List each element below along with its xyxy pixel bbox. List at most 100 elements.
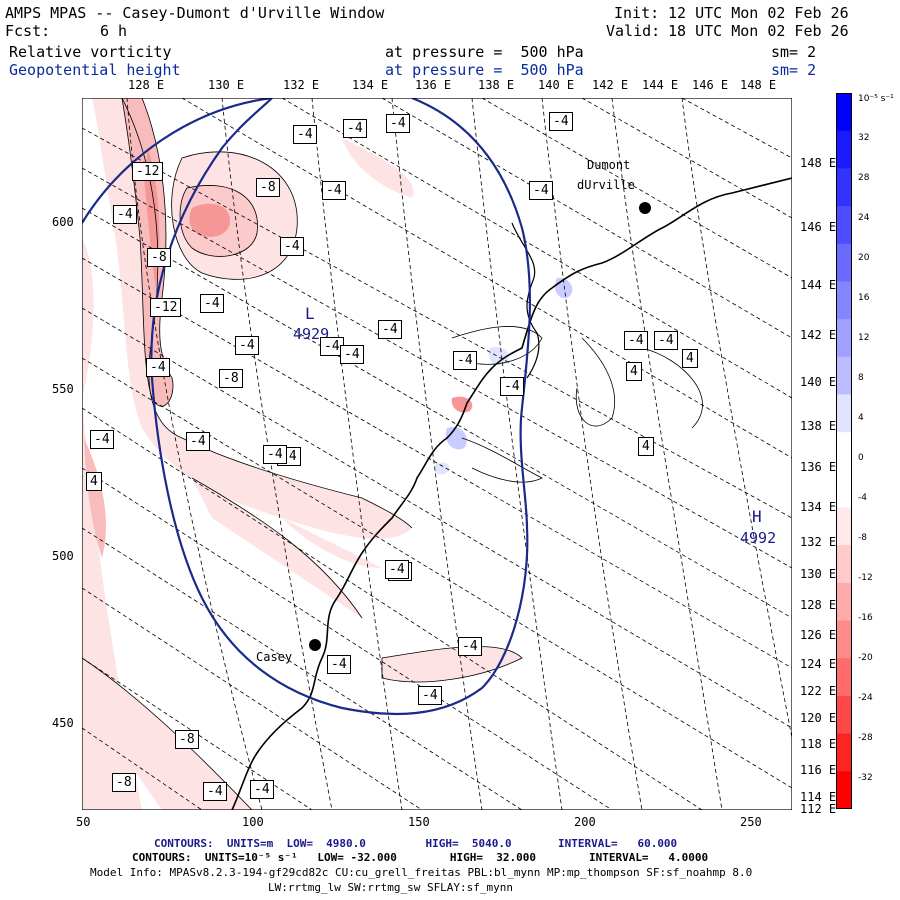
- colorbar-bin: [836, 432, 852, 471]
- colorbar-bin: [836, 658, 852, 697]
- contour-label: -4: [385, 560, 409, 579]
- field1-level: at pressure = 500 hPa: [385, 43, 584, 61]
- colorbar-label: -12: [858, 573, 873, 583]
- contour-label: -4: [340, 345, 364, 364]
- top-lon-label: 128 E: [128, 78, 165, 92]
- top-lon-label: 134 E: [352, 78, 389, 92]
- colorbar-bin: [836, 243, 852, 282]
- contour-label: -4: [203, 782, 227, 801]
- contour-label: -4: [235, 336, 259, 355]
- field1-name: Relative vorticity: [9, 43, 172, 61]
- footer-contours-vorticity: CONTOURS: UNITS=10⁻⁵ s⁻¹ LOW= -32.000 HI…: [132, 851, 709, 864]
- colorbar-label: 0: [858, 453, 864, 463]
- colorbar-bin: [836, 695, 852, 735]
- colorbar-label: 28: [858, 173, 870, 183]
- fcst-value: 6 h: [100, 22, 128, 40]
- valid-value: 18 UTC Mon 02 Feb 26: [668, 22, 849, 40]
- colorbar-bin: [836, 507, 852, 546]
- field2-level: at pressure = 500 hPa: [385, 61, 584, 79]
- colorbar-bin: [836, 319, 852, 358]
- top-lon-label: 132 E: [283, 78, 320, 92]
- contour-label: -4: [263, 445, 287, 464]
- contour-label: -4: [343, 119, 367, 138]
- field1-smoothing: sm= 2: [771, 43, 817, 61]
- station-label-dumont: Dumont: [587, 158, 631, 172]
- colorbar-label: -8: [858, 533, 867, 543]
- field2-smoothing: sm= 2: [771, 61, 817, 79]
- colorbar-bin: [836, 545, 852, 584]
- right-lon-label: 134 E: [800, 500, 837, 514]
- contour-label: -4: [418, 686, 442, 705]
- colorbar-label: 12: [858, 333, 870, 343]
- contour-label: -8: [256, 178, 280, 197]
- left-grid-label: 450: [52, 716, 74, 730]
- left-grid-label: 550: [52, 382, 74, 396]
- contour-label: -4: [500, 377, 524, 396]
- coastline: [231, 177, 792, 810]
- top-lon-label: 138 E: [478, 78, 515, 92]
- init-value: 12 UTC Mon 02 Feb 26: [668, 4, 849, 22]
- bottom-grid-label: 50: [76, 815, 91, 829]
- contour-label: 4: [638, 437, 654, 456]
- right-lon-label: 146 E: [800, 220, 837, 234]
- colorbar-bin: [836, 93, 852, 132]
- contour-label: -4: [200, 294, 224, 313]
- contour-label: -12: [132, 162, 164, 181]
- fcst-label: Fcst:: [5, 22, 51, 40]
- top-lon-label: 142 E: [592, 78, 629, 92]
- contour-label: -4: [458, 637, 482, 656]
- left-grid-label: 600: [52, 215, 74, 229]
- colorbar-label: 16: [858, 293, 870, 303]
- colorbar-label: -20: [858, 653, 873, 663]
- station-label-durville: dUrville: [577, 178, 635, 192]
- contour-label: -4: [250, 780, 274, 799]
- colorbar-bin: [836, 206, 852, 245]
- valid-label: Valid:: [606, 22, 661, 40]
- colorbar-label: -28: [858, 733, 873, 743]
- contour-label: -8: [175, 730, 199, 749]
- top-lon-label: 144 E: [642, 78, 679, 92]
- contour-label: 4: [682, 349, 698, 368]
- dumont-durville-dot: [639, 202, 651, 214]
- footer-physics-info: LW:rrtmg_lw SW:rrtmg_sw SFLAY:sf_mynn: [268, 881, 514, 894]
- colorbar-label: -24: [858, 693, 873, 703]
- colorbar-label: 8: [858, 373, 864, 383]
- right-lon-label: 136 E: [800, 460, 837, 474]
- right-lon-label: 116 E: [800, 763, 837, 777]
- contour-label: -4: [186, 432, 210, 451]
- colorbar-label: 4: [858, 413, 864, 423]
- contour-label: 4: [626, 362, 642, 381]
- colorbar-bin: [836, 733, 852, 772]
- right-lon-label: 138 E: [800, 419, 837, 433]
- colorbar-bin: [836, 168, 852, 207]
- contour-label: -4: [386, 114, 410, 133]
- right-lon-label: 126 E: [800, 628, 837, 642]
- contour-label: -4: [90, 430, 114, 449]
- contour-label: -4: [378, 320, 402, 339]
- colorbar-bin: [836, 582, 852, 622]
- bottom-grid-label: 200: [574, 815, 596, 829]
- contour-label: -12: [150, 298, 182, 317]
- field2-name: Geopotential height: [9, 61, 181, 79]
- right-lon-label: 132 E: [800, 535, 837, 549]
- contour-label: -4: [327, 655, 351, 674]
- right-lon-label: 140 E: [800, 375, 837, 389]
- right-lon-label: 142 E: [800, 328, 837, 342]
- bottom-grid-label: 100: [242, 815, 264, 829]
- right-lon-label: 112 E: [800, 802, 837, 816]
- right-lon-label: 114 E: [800, 790, 837, 804]
- colorbar-bin: [836, 469, 852, 509]
- contour-label: -4: [293, 125, 317, 144]
- lat-lon-grid: [82, 98, 792, 810]
- bottom-grid-label: 150: [408, 815, 430, 829]
- colorbar-bin: [836, 130, 852, 169]
- colorbar-label: 20: [858, 253, 870, 263]
- contour-label: -4: [322, 181, 346, 200]
- casey-dot: [309, 639, 321, 651]
- colorbar-bin: [836, 356, 852, 395]
- top-lon-label: 140 E: [538, 78, 575, 92]
- right-lon-label: 130 E: [800, 567, 837, 581]
- right-lon-label: 122 E: [800, 684, 837, 698]
- colorbar-bin: [836, 281, 852, 320]
- contour-label: -4: [654, 331, 678, 350]
